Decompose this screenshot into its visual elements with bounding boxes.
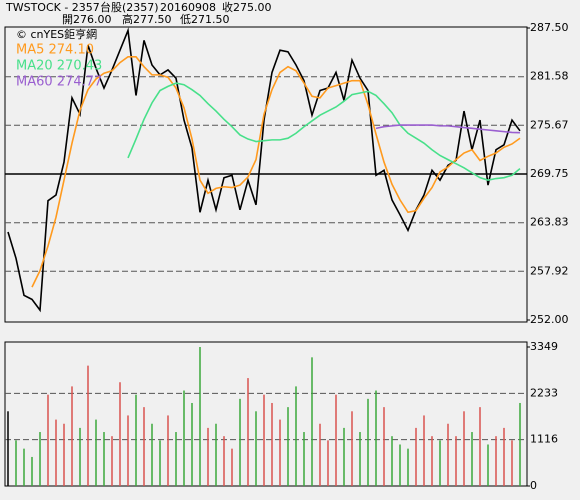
volume-bar: [375, 390, 377, 486]
volume-bar: [15, 440, 17, 486]
volume-bar: [55, 419, 57, 486]
volume-bar: [311, 357, 313, 486]
volume-bar: [103, 432, 105, 486]
volume-bar: [503, 427, 505, 486]
volume-bar: [511, 440, 513, 486]
volume-bar: [71, 386, 73, 486]
volume-bar: [295, 386, 297, 486]
y-tick-label: 269.75: [530, 167, 569, 180]
date: 20160908: [160, 1, 216, 14]
symbol: 台股(2357): [100, 0, 159, 14]
y-tick-label: 263.83: [530, 216, 569, 229]
volume-bar: [367, 398, 369, 486]
volume-bar: [287, 407, 289, 486]
open-price: 開276.00: [62, 13, 112, 26]
volume-bar: [431, 436, 433, 486]
volume-bar: [231, 448, 233, 486]
y-tick-label: 252.00: [530, 313, 569, 326]
volume-bar: [279, 419, 281, 486]
price-line: [127, 82, 521, 181]
high-price: 高277.50: [122, 12, 172, 26]
volume-bar: [399, 444, 401, 486]
volume-bar: [95, 419, 97, 486]
volume-bar: [23, 448, 25, 486]
watermark: © cnYES鉅亨網: [16, 27, 97, 41]
y-tick-label: 0: [530, 479, 537, 492]
volume-bar: [39, 432, 41, 486]
volume-bar: [143, 407, 145, 486]
price-line: [31, 55, 521, 288]
volume-bar: [191, 402, 193, 486]
volume-bar: [255, 411, 257, 486]
volume-bar: [223, 436, 225, 486]
volume-bar: [159, 440, 161, 486]
volume-bar: [215, 423, 217, 486]
volume-bar: [47, 394, 49, 486]
close-price: 收275.00: [222, 0, 272, 14]
volume-bar: [487, 444, 489, 486]
volume-bar: [383, 407, 385, 486]
y-tick-label: 287.50: [530, 21, 569, 34]
y-tick-label: 1116: [530, 433, 558, 446]
volume-bar: [31, 456, 33, 486]
volume-bar: [463, 411, 465, 486]
volume-bar: [479, 407, 481, 486]
y-tick-label: 257.92: [530, 264, 569, 277]
volume-bar: [127, 415, 129, 486]
volume-bar: [343, 427, 345, 486]
price-line: [375, 124, 521, 134]
volume-bar: [87, 365, 89, 486]
volume-bar: [439, 440, 441, 486]
volume-bar: [391, 436, 393, 486]
volume-bar: [423, 415, 425, 486]
volume-bar: [471, 432, 473, 486]
price-line: [7, 27, 521, 313]
volume-bar: [519, 402, 521, 486]
y-tick-label: 2233: [530, 386, 558, 399]
volume-bar: [167, 415, 169, 486]
volume-bar: [119, 382, 121, 486]
legend-entry: MA20 270.43: [16, 59, 102, 74]
volume-bar: [455, 436, 457, 486]
volume-bar: [359, 432, 361, 486]
volume-bar: [351, 411, 353, 486]
volume-bar: [407, 448, 409, 486]
volume-bar: [111, 436, 113, 486]
volume-bar: [303, 432, 305, 486]
volume-bar: [151, 423, 153, 486]
volume-bar: [79, 427, 81, 486]
volume-bar: [319, 423, 321, 486]
ticker: TWSTOCK - 2357: [5, 1, 100, 14]
volume-bar: [247, 378, 249, 486]
y-tick-label: 275.67: [530, 118, 569, 131]
legend-entry: MA5 274.10: [16, 43, 94, 58]
low-price: 低271.50: [180, 13, 230, 26]
volume-bar: [327, 440, 329, 486]
volume-bar: [175, 432, 177, 486]
volume-bar: [415, 427, 417, 486]
legend-entry: MA60 274.77: [16, 75, 102, 90]
y-tick-label: 3349: [530, 340, 558, 353]
volume-bar: [135, 394, 137, 486]
volume-bar: [495, 436, 497, 486]
volume-bar: [207, 427, 209, 486]
volume-panel: [4, 341, 528, 487]
y-tick-label: 281.58: [530, 70, 569, 83]
volume-bar: [63, 423, 65, 486]
volume-bar: [335, 394, 337, 486]
volume-bar: [199, 347, 201, 486]
volume-bar: [271, 402, 273, 486]
volume-bar: [239, 398, 241, 486]
volume-bar: [447, 423, 449, 486]
volume-bar: [183, 390, 185, 486]
volume-bar: [7, 411, 9, 486]
volume-bar: [263, 394, 265, 486]
